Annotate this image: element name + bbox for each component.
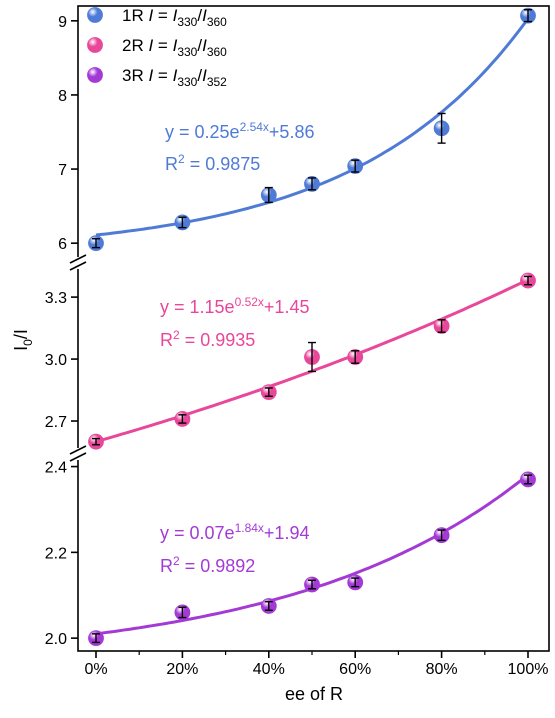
legend-entry-3R: 3R I = I330/I352	[87, 66, 227, 89]
data-point-2R	[260, 384, 277, 401]
data-point-1R	[260, 186, 277, 204]
data-point-2R	[433, 318, 450, 334]
axis-break-upper	[69, 254, 87, 271]
data-point-2R	[347, 349, 364, 365]
x-axis: 0% 20% 40% 60% 80% 100%	[84, 651, 548, 678]
data-point-2R	[304, 341, 320, 373]
y-tick-label: 8	[58, 88, 67, 105]
x-tick-label: 100%	[508, 661, 549, 678]
x-tick-label: 40%	[253, 661, 285, 678]
fit-r2-3R: R2 = 0.9892	[160, 554, 255, 576]
legend-label: 2R I = I330/I360	[122, 36, 227, 59]
fit-r2-2R: R2 = 0.9935	[160, 328, 255, 350]
legend-marker	[87, 37, 103, 53]
data-point-1R	[433, 112, 450, 144]
legend-label: 1R I = I330/I360	[122, 6, 227, 29]
x-tick-label: 20%	[166, 661, 198, 678]
data-point-3R	[260, 598, 277, 614]
data-point-1R	[174, 214, 191, 231]
legend-marker	[87, 7, 103, 23]
y-tick-label: 3.3	[45, 290, 67, 307]
data-point-3R	[433, 527, 450, 544]
data-point-2R	[88, 433, 104, 450]
data-point-3R	[174, 604, 191, 621]
fit-equation-2R: y = 1.15e0.52x+1.45	[160, 295, 309, 317]
legend-entry-1R: 1R I = I330/I360	[87, 6, 227, 29]
data-point-3R	[520, 471, 536, 488]
data-point-2R	[520, 272, 536, 289]
y-tick-label: 7	[58, 162, 67, 179]
axis-break-lower	[69, 445, 87, 462]
legend-marker	[87, 67, 103, 83]
x-axis-label: ee of R	[285, 684, 343, 704]
panel-2R: 2.7 3.0 3.3 y = 1.15e0.52x+1.45 R2 = 0.9935	[45, 272, 536, 450]
y-tick-label: 2.4	[45, 460, 67, 477]
y-tick-label: 2.2	[45, 545, 67, 562]
data-point-3R	[88, 630, 104, 647]
fit-r2-1R: R2 = 0.9875	[165, 152, 260, 174]
y-axis-label: I0/I	[11, 329, 35, 351]
panel-1R: 6 7 8 9 y = 0.25e2.54x+5.86 R2 = 0.9875	[58, 7, 536, 253]
y-tick-label: 2.0	[45, 631, 67, 648]
fit-equation-1R: y = 0.25e2.54x+5.86	[165, 120, 314, 142]
panel-3R: 2.0 2.2 2.4 y = 0.07e1.84x+1.94 R2 = 0.9892	[45, 460, 536, 648]
y-tick-label: 9	[58, 14, 67, 31]
data-point-1R	[304, 175, 320, 192]
x-tick-label: 60%	[339, 661, 371, 678]
data-point-3R	[347, 574, 364, 591]
y-tick-label: 2.7	[45, 414, 67, 431]
y-tick-label: 6	[58, 236, 67, 253]
fit-equation-3R: y = 0.07e1.84x+1.94	[160, 521, 309, 543]
data-point-3R	[304, 576, 320, 593]
y-tick-label: 3.0	[45, 352, 67, 369]
data-point-1R	[347, 158, 364, 174]
x-tick-label: 0%	[84, 661, 107, 678]
data-point-2R	[174, 411, 191, 427]
y-axis-label-sub: 0	[21, 339, 35, 346]
fit-curve-3R	[95, 473, 529, 636]
legend-entry-2R: 2R I = I330/I360	[87, 36, 227, 59]
legend: 1R I = I330/I360 2R I = I330/I360 3R I = I…	[87, 6, 227, 89]
legend-label: 3R I = I330/I352	[122, 66, 227, 89]
data-point-1R	[88, 235, 104, 252]
panels: 6 7 8 9 y = 0.25e2.54x+5.86 R2 = 0.9875 2.7 3.0…	[45, 7, 536, 648]
x-tick-label: 80%	[426, 661, 458, 678]
plot-frame	[77, 5, 550, 652]
data-point-1R	[520, 7, 536, 24]
